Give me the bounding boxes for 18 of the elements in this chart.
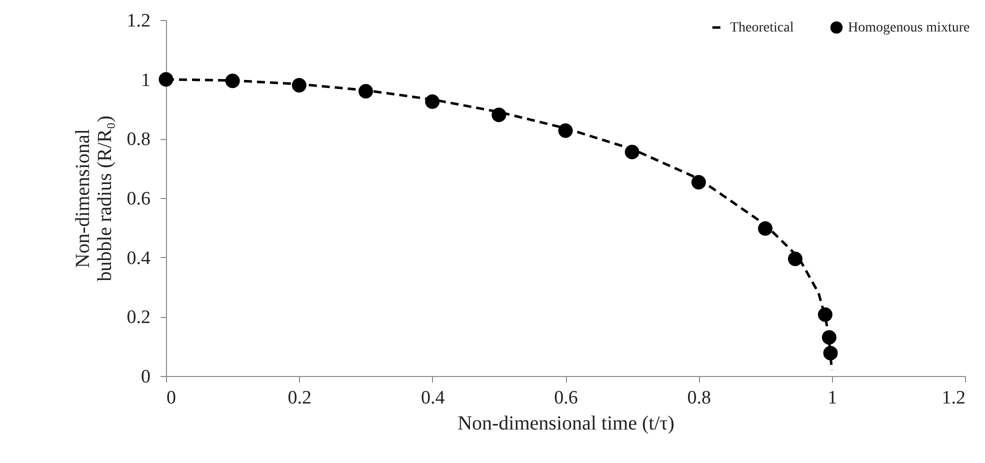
x-tick-label: 0.2 xyxy=(288,388,312,408)
x-tick-label: 0.4 xyxy=(420,388,446,408)
y-tick-label: 1 xyxy=(141,70,150,91)
y-tick-label: 0.2 xyxy=(126,307,150,328)
legend-label: Homogenous mixture xyxy=(848,20,970,36)
y-tick-label: 0.6 xyxy=(126,188,150,210)
y-tick-label: 0.4 xyxy=(126,248,151,269)
x-tick-label: 1 xyxy=(828,388,838,408)
y-tick-label: 0 xyxy=(141,366,150,388)
x-tick-label: 0 xyxy=(166,388,176,408)
y-tick-label: 1.2 xyxy=(126,10,150,32)
y-axis-title: Non-dimensional bubble radius (R/R₀) xyxy=(72,116,116,282)
legend-label: Theoretical xyxy=(730,20,794,36)
x-tick-label: 1.2 xyxy=(942,388,966,408)
y-tick-label: 0.8 xyxy=(126,129,150,150)
x-axis-title: Non-dimensional time (t/τ) xyxy=(458,412,674,434)
x-tick-label: 0.8 xyxy=(687,388,712,408)
x-tick-label: 0.6 xyxy=(554,388,578,408)
